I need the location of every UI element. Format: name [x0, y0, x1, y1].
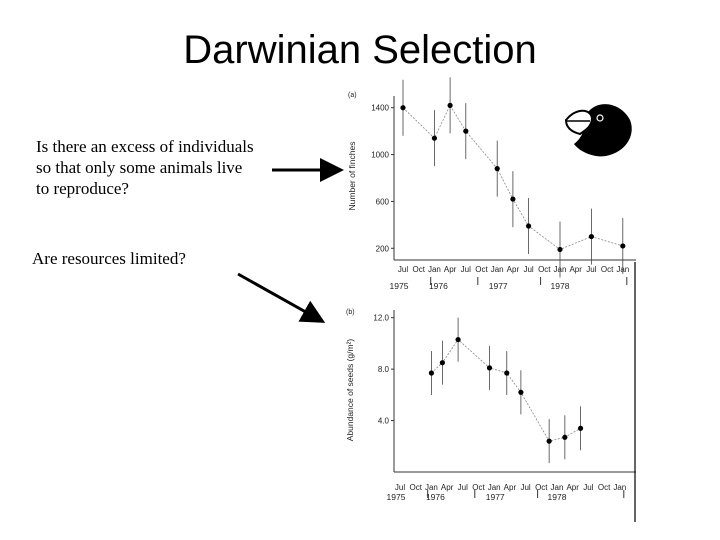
year-label: 1975 — [390, 281, 409, 291]
year-label: 1978 — [551, 281, 570, 291]
data-point — [447, 102, 453, 108]
y-tick-label: 12.0 — [373, 314, 389, 323]
year-label: 1977 — [486, 492, 505, 502]
y-axis-label: Abundance of seeds (g/m²) — [345, 339, 355, 442]
x-tick-label: Apr — [504, 483, 517, 492]
x-tick-label: Oct — [601, 265, 614, 274]
finch-count-chart: (a) Number of finches 200 600 1000 1400 Jul… — [347, 77, 636, 291]
year-label: 1976 — [429, 281, 448, 291]
year-label: 1975 — [387, 492, 406, 502]
series-line — [431, 338, 581, 442]
x-tick-label: Oct — [412, 265, 425, 274]
data-point — [504, 370, 510, 376]
data-point — [588, 233, 595, 240]
x-tick-label: Jul — [583, 483, 593, 492]
x-tick-label: Jul — [523, 265, 533, 274]
x-tick-label: Apr — [569, 265, 582, 274]
x-tick-label: Jan — [425, 483, 438, 492]
panel-label: (a) — [348, 92, 357, 99]
data-point — [620, 243, 626, 249]
x-tick-label: Jan — [491, 265, 504, 274]
y-axis-label: Number of finches — [347, 142, 357, 211]
x-tick-label: Apr — [507, 265, 520, 274]
data-point — [455, 336, 461, 343]
data-point — [518, 389, 524, 395]
x-tick-label: Jan — [551, 483, 564, 492]
year-label: 1977 — [489, 281, 508, 291]
arrow-to-seeds-chart — [237, 272, 326, 323]
data-point — [577, 425, 584, 431]
y-tick-label: 8.0 — [378, 365, 390, 374]
x-tick-label: Jul — [461, 265, 471, 274]
y-tick-label: 1000 — [371, 151, 389, 160]
data-point — [463, 128, 469, 134]
data-point — [428, 370, 434, 376]
data-point — [400, 105, 406, 111]
finch-head-icon — [564, 104, 632, 157]
x-tick-label: Apr — [441, 483, 454, 492]
data-point — [526, 223, 532, 229]
x-tick-label: Jul — [395, 483, 405, 492]
x-tick-label: Apr — [566, 483, 579, 492]
data-point — [431, 135, 437, 141]
data-point — [562, 434, 568, 440]
x-tick-label: Oct — [472, 483, 485, 492]
data-point — [439, 360, 445, 366]
x-tick-label: Oct — [475, 265, 488, 274]
x-tick-label: Jul — [586, 265, 596, 274]
x-tick-label: Jan — [488, 483, 501, 492]
data-point — [557, 246, 563, 253]
year-label: 1976 — [426, 492, 445, 502]
x-tick-label: Jul — [458, 483, 468, 492]
series-line — [402, 104, 623, 250]
data-point — [510, 196, 516, 202]
panel-label: (b) — [346, 309, 355, 316]
year-label: 1978 — [548, 492, 567, 502]
x-tick-label: Oct — [409, 483, 422, 492]
x-tick-label: Jan — [613, 483, 626, 492]
x-tick-label: Jul — [398, 265, 408, 274]
seed-abundance-chart: (b) Abundance of seeds (g/m²) 4.0 8.0 12.0… — [345, 309, 636, 502]
slide-title: Darwinian Selection — [183, 28, 537, 72]
data-point — [494, 166, 500, 172]
x-tick-label: Jan — [428, 265, 441, 274]
x-tick-label: Oct — [535, 483, 548, 492]
x-tick-label: Oct — [598, 483, 611, 492]
question-excess-individuals: Is there an excess of individuals so tha… — [36, 137, 254, 198]
y-tick-label: 1400 — [371, 104, 389, 113]
y-tick-label: 4.0 — [378, 417, 390, 426]
y-tick-label: 600 — [376, 197, 390, 206]
x-tick-label: Jul — [520, 483, 530, 492]
x-tick-label: Apr — [444, 265, 457, 274]
data-point — [546, 438, 552, 444]
data-point — [486, 365, 493, 371]
y-tick-label: 200 — [376, 244, 390, 253]
x-tick-label: Oct — [538, 265, 551, 274]
question-resources-limited: Are resources limited? — [32, 249, 186, 268]
